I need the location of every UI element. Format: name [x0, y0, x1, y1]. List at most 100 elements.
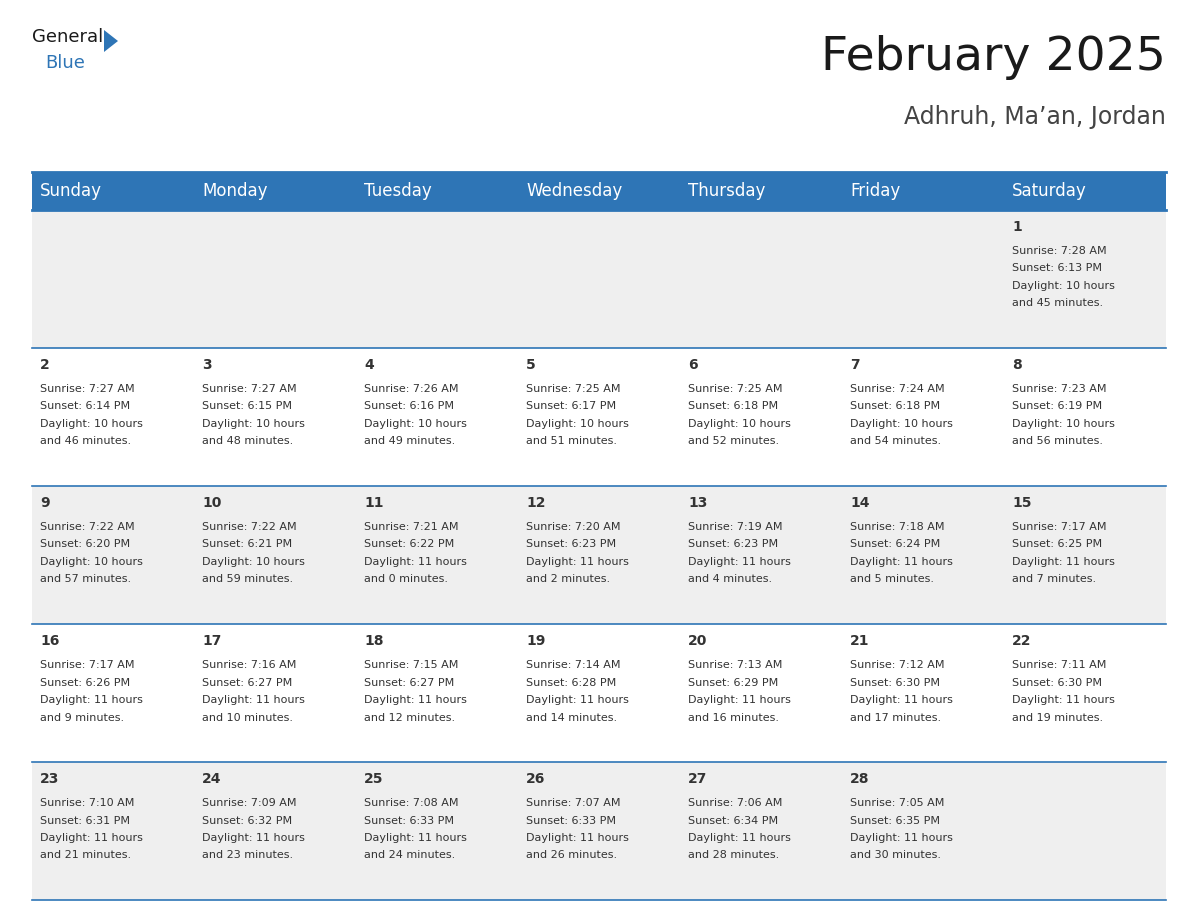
Text: 20: 20	[688, 634, 708, 648]
Text: Sunset: 6:33 PM: Sunset: 6:33 PM	[364, 815, 454, 825]
Text: Daylight: 10 hours: Daylight: 10 hours	[202, 557, 305, 567]
Text: and 28 minutes.: and 28 minutes.	[688, 850, 779, 860]
Text: Daylight: 11 hours: Daylight: 11 hours	[40, 833, 143, 843]
Text: 12: 12	[526, 496, 545, 510]
Text: and 24 minutes.: and 24 minutes.	[364, 850, 455, 860]
Text: and 49 minutes.: and 49 minutes.	[364, 436, 455, 446]
Bar	[518, 486, 680, 624]
Bar	[356, 624, 518, 762]
Text: Sunrise: 7:07 AM: Sunrise: 7:07 AM	[526, 798, 620, 808]
Text: Sunset: 6:34 PM: Sunset: 6:34 PM	[688, 815, 778, 825]
Bar	[32, 210, 194, 348]
Text: Sunset: 6:32 PM: Sunset: 6:32 PM	[202, 815, 292, 825]
Text: Sunset: 6:35 PM: Sunset: 6:35 PM	[851, 815, 940, 825]
Text: Sunset: 6:19 PM: Sunset: 6:19 PM	[1012, 401, 1102, 411]
Bar	[518, 348, 680, 486]
Text: Daylight: 11 hours: Daylight: 11 hours	[688, 833, 791, 843]
Text: Sunrise: 7:11 AM: Sunrise: 7:11 AM	[1012, 660, 1106, 670]
Text: Sunset: 6:21 PM: Sunset: 6:21 PM	[202, 540, 292, 550]
Text: Sunset: 6:30 PM: Sunset: 6:30 PM	[851, 677, 940, 688]
Text: and 26 minutes.: and 26 minutes.	[526, 850, 618, 860]
Text: Sunrise: 7:18 AM: Sunrise: 7:18 AM	[851, 522, 944, 532]
Text: 27: 27	[688, 772, 708, 786]
Bar	[680, 348, 842, 486]
Text: Sunset: 6:33 PM: Sunset: 6:33 PM	[526, 815, 617, 825]
Text: 14: 14	[851, 496, 870, 510]
Text: Daylight: 11 hours: Daylight: 11 hours	[202, 833, 305, 843]
Text: Sunset: 6:26 PM: Sunset: 6:26 PM	[40, 677, 131, 688]
Bar	[1004, 762, 1165, 900]
Bar	[842, 762, 1004, 900]
Bar	[194, 210, 356, 348]
Text: Sunset: 6:23 PM: Sunset: 6:23 PM	[526, 540, 617, 550]
Bar	[842, 486, 1004, 624]
Bar	[32, 348, 194, 486]
Text: Sunrise: 7:21 AM: Sunrise: 7:21 AM	[364, 522, 459, 532]
Text: Sunrise: 7:06 AM: Sunrise: 7:06 AM	[688, 798, 783, 808]
Text: Daylight: 10 hours: Daylight: 10 hours	[688, 419, 791, 429]
Text: Daylight: 11 hours: Daylight: 11 hours	[851, 695, 953, 705]
Text: Sunset: 6:22 PM: Sunset: 6:22 PM	[364, 540, 454, 550]
Text: 1: 1	[1012, 220, 1022, 234]
Text: and 2 minutes.: and 2 minutes.	[526, 575, 611, 585]
Text: and 52 minutes.: and 52 minutes.	[688, 436, 779, 446]
Text: and 7 minutes.: and 7 minutes.	[1012, 575, 1097, 585]
Text: Wednesday: Wednesday	[526, 182, 623, 200]
Text: Sunset: 6:16 PM: Sunset: 6:16 PM	[364, 401, 454, 411]
Text: Adhruh, Ma’an, Jordan: Adhruh, Ma’an, Jordan	[904, 105, 1165, 129]
Bar	[1004, 486, 1165, 624]
Bar	[680, 210, 842, 348]
Text: Monday: Monday	[202, 182, 267, 200]
Text: Daylight: 11 hours: Daylight: 11 hours	[364, 695, 467, 705]
Text: Sunday: Sunday	[40, 182, 102, 200]
Text: Daylight: 11 hours: Daylight: 11 hours	[1012, 695, 1116, 705]
Text: Sunset: 6:18 PM: Sunset: 6:18 PM	[851, 401, 940, 411]
Text: Sunrise: 7:09 AM: Sunrise: 7:09 AM	[202, 798, 297, 808]
Text: Saturday: Saturday	[1012, 182, 1087, 200]
Text: Sunset: 6:20 PM: Sunset: 6:20 PM	[40, 540, 131, 550]
Text: Sunrise: 7:19 AM: Sunrise: 7:19 AM	[688, 522, 783, 532]
Bar	[518, 762, 680, 900]
Text: and 16 minutes.: and 16 minutes.	[688, 712, 779, 722]
Text: Sunset: 6:28 PM: Sunset: 6:28 PM	[526, 677, 617, 688]
Text: and 23 minutes.: and 23 minutes.	[202, 850, 293, 860]
Text: 11: 11	[364, 496, 384, 510]
Text: Daylight: 10 hours: Daylight: 10 hours	[202, 419, 305, 429]
Text: Sunset: 6:27 PM: Sunset: 6:27 PM	[364, 677, 454, 688]
Text: Daylight: 11 hours: Daylight: 11 hours	[364, 833, 467, 843]
Text: 26: 26	[526, 772, 545, 786]
Text: 9: 9	[40, 496, 50, 510]
Text: Sunrise: 7:27 AM: Sunrise: 7:27 AM	[202, 384, 297, 394]
Text: Sunset: 6:29 PM: Sunset: 6:29 PM	[688, 677, 778, 688]
Text: and 51 minutes.: and 51 minutes.	[526, 436, 617, 446]
Bar	[194, 762, 356, 900]
Text: 2: 2	[40, 358, 50, 372]
Text: 28: 28	[851, 772, 870, 786]
Bar	[356, 762, 518, 900]
Text: Daylight: 11 hours: Daylight: 11 hours	[202, 695, 305, 705]
Bar	[1004, 210, 1165, 348]
Text: Daylight: 10 hours: Daylight: 10 hours	[364, 419, 467, 429]
Text: Sunrise: 7:16 AM: Sunrise: 7:16 AM	[202, 660, 297, 670]
Bar	[1004, 624, 1165, 762]
Text: Sunset: 6:14 PM: Sunset: 6:14 PM	[40, 401, 131, 411]
Text: Daylight: 10 hours: Daylight: 10 hours	[851, 419, 953, 429]
Text: Sunrise: 7:27 AM: Sunrise: 7:27 AM	[40, 384, 134, 394]
Bar	[32, 172, 194, 210]
Text: and 57 minutes.: and 57 minutes.	[40, 575, 131, 585]
Text: Thursday: Thursday	[688, 182, 765, 200]
Text: Daylight: 11 hours: Daylight: 11 hours	[526, 557, 628, 567]
Text: Daylight: 11 hours: Daylight: 11 hours	[1012, 557, 1116, 567]
Text: Sunset: 6:31 PM: Sunset: 6:31 PM	[40, 815, 131, 825]
Text: 10: 10	[202, 496, 221, 510]
Text: Daylight: 10 hours: Daylight: 10 hours	[526, 419, 628, 429]
Bar	[680, 762, 842, 900]
Text: Sunrise: 7:26 AM: Sunrise: 7:26 AM	[364, 384, 459, 394]
Text: Blue: Blue	[45, 54, 84, 72]
Text: and 54 minutes.: and 54 minutes.	[851, 436, 941, 446]
Text: Sunrise: 7:10 AM: Sunrise: 7:10 AM	[40, 798, 134, 808]
Text: 3: 3	[202, 358, 211, 372]
Text: Daylight: 10 hours: Daylight: 10 hours	[1012, 419, 1116, 429]
Bar	[842, 348, 1004, 486]
Text: 22: 22	[1012, 634, 1031, 648]
